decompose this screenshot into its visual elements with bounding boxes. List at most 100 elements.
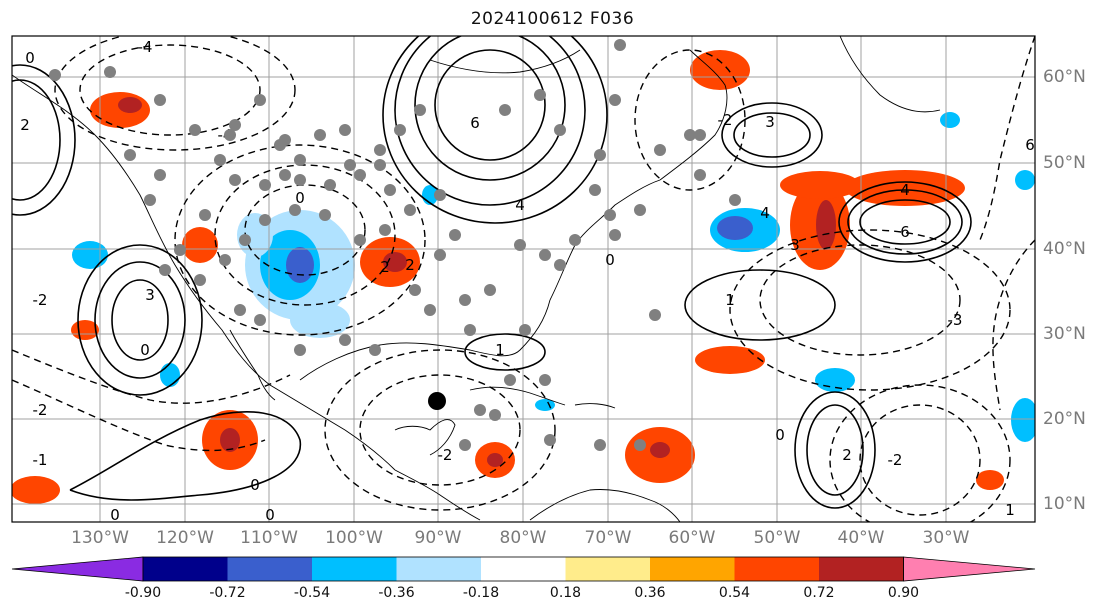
station-dot xyxy=(194,274,206,286)
station-dot xyxy=(519,324,531,336)
colorbar-segment xyxy=(819,557,904,581)
station-dot xyxy=(554,124,566,136)
longitude-label: 70°W xyxy=(584,528,632,548)
longitude-label: 100°W xyxy=(325,528,383,548)
contour-high-canada xyxy=(434,49,546,161)
contour-label: -3 xyxy=(948,311,963,329)
station-dot xyxy=(49,69,61,81)
contour-label: -2 xyxy=(33,401,48,419)
station-dot xyxy=(224,129,236,141)
station-dot xyxy=(504,374,516,386)
station-dot xyxy=(604,209,616,221)
contour-high-atlantic xyxy=(859,199,951,245)
coast-canada-east xyxy=(659,49,728,181)
colorbar-segment xyxy=(227,557,312,581)
contour-label: 3 xyxy=(765,113,775,131)
coast-south-america xyxy=(529,489,681,522)
contour-label: 2 xyxy=(380,258,390,276)
contour-high-newfoundland xyxy=(733,112,811,158)
station-dot xyxy=(694,129,706,141)
colorbar-tick-label: 0.90 xyxy=(887,585,920,601)
station-dot xyxy=(154,169,166,181)
contour-label: 2 xyxy=(842,446,852,464)
colorbar-segment xyxy=(734,557,819,581)
station-dot xyxy=(234,304,246,316)
shaded-region xyxy=(717,216,753,240)
station-dot xyxy=(634,439,646,451)
station-dot xyxy=(409,284,421,296)
contour-label: 4 xyxy=(900,181,910,199)
contour-label: 0 xyxy=(140,341,150,359)
station-dot xyxy=(394,124,406,136)
shaded-region xyxy=(1015,170,1035,190)
latitude-label: 10°N xyxy=(1043,494,1086,514)
station-dot xyxy=(374,159,386,171)
contour-label: 1 xyxy=(725,291,735,309)
shaded-region xyxy=(780,171,860,199)
contour-low-west-us xyxy=(174,144,426,336)
contour-high-nw-pacific xyxy=(12,79,61,201)
contour-high-newfoundland xyxy=(721,102,823,168)
colorbar xyxy=(11,556,1036,582)
station-dot xyxy=(314,129,326,141)
station-dot xyxy=(294,154,306,166)
contour-label: -2 xyxy=(33,291,48,309)
contour-label: 3 xyxy=(790,236,800,254)
shaded-region xyxy=(72,241,108,269)
colorbar-extend-high xyxy=(903,556,1036,582)
graticule-grid xyxy=(12,36,1035,522)
contour-low-east-atlantic xyxy=(979,36,1035,241)
station-dot xyxy=(229,174,241,186)
coast-greenland xyxy=(839,36,941,113)
contour-label: 0 xyxy=(110,506,120,524)
station-dot xyxy=(384,184,396,196)
contour-label: 1 xyxy=(1005,501,1015,519)
contour-low-east-canada xyxy=(634,49,746,191)
shaded-region xyxy=(118,97,142,113)
station-dot xyxy=(539,374,551,386)
storm-center-marker xyxy=(428,392,446,410)
station-dot xyxy=(544,434,556,446)
shaded-region xyxy=(845,170,965,206)
contour-high-atlantic xyxy=(847,189,963,255)
contour-high-canada xyxy=(382,36,608,224)
coastlines xyxy=(12,36,941,522)
forecast-map: -402-402264343461-20-230-2-101-202-2-360… xyxy=(11,35,1036,524)
station-dot xyxy=(344,159,356,171)
station-dot xyxy=(339,124,351,136)
coast-cuba xyxy=(469,386,566,406)
colorbar-segment xyxy=(312,557,397,581)
contour-high-tropical-atlantic xyxy=(794,391,876,509)
contour-high-atlantic xyxy=(838,181,972,263)
contour-value-labels: -402-402264343461-20-230-2-101-202-2-360… xyxy=(20,38,1035,524)
shaded-region xyxy=(650,442,670,458)
longitude-label: 130°W xyxy=(71,528,129,548)
contour-low-tropical-atlantic xyxy=(859,404,981,516)
longitude-label: 110°W xyxy=(240,528,298,548)
station-dot xyxy=(219,254,231,266)
contour-label: -1 xyxy=(33,451,48,469)
station-dot xyxy=(124,149,136,161)
station-dot xyxy=(654,144,666,156)
station-dot xyxy=(424,304,436,316)
station-dot xyxy=(104,66,116,78)
contour-high-gulf xyxy=(464,333,546,371)
shaded-region xyxy=(290,302,350,338)
longitude-label: 60°W xyxy=(668,528,716,548)
shaded-region xyxy=(182,227,218,263)
contour-low-mid-atlantic xyxy=(729,229,1011,391)
longitude-label: 40°W xyxy=(837,528,885,548)
station-dot xyxy=(499,104,511,116)
latitude-label: 40°N xyxy=(1043,239,1086,259)
colorbar-segment xyxy=(396,557,481,581)
coast-hispaniola xyxy=(574,403,616,409)
station-dot xyxy=(294,174,306,186)
contour-label: 4 xyxy=(515,196,525,214)
station-dot xyxy=(694,169,706,181)
station-dot xyxy=(354,234,366,246)
shaded-region xyxy=(976,470,1004,490)
station-dot xyxy=(199,209,211,221)
contour-low-alaska xyxy=(54,36,296,151)
station-dot xyxy=(259,179,271,191)
latitude-label: 60°N xyxy=(1043,67,1086,87)
